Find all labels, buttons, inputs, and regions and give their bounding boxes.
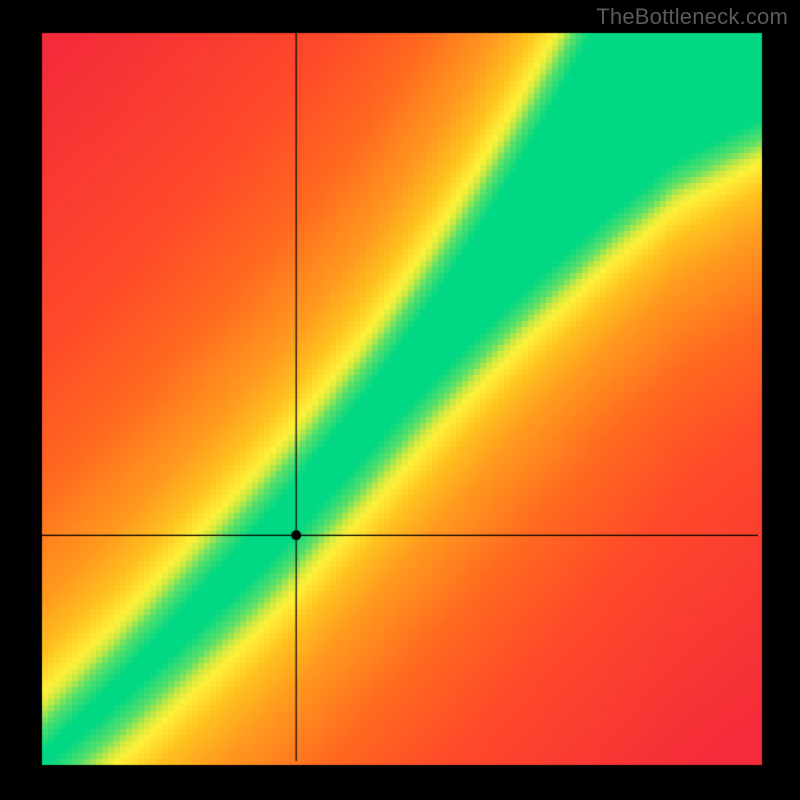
chart-container: TheBottleneck.com xyxy=(0,0,800,800)
heatmap-canvas xyxy=(0,0,800,800)
heatmap-plot xyxy=(0,0,800,800)
watermark-text: TheBottleneck.com xyxy=(596,4,788,30)
